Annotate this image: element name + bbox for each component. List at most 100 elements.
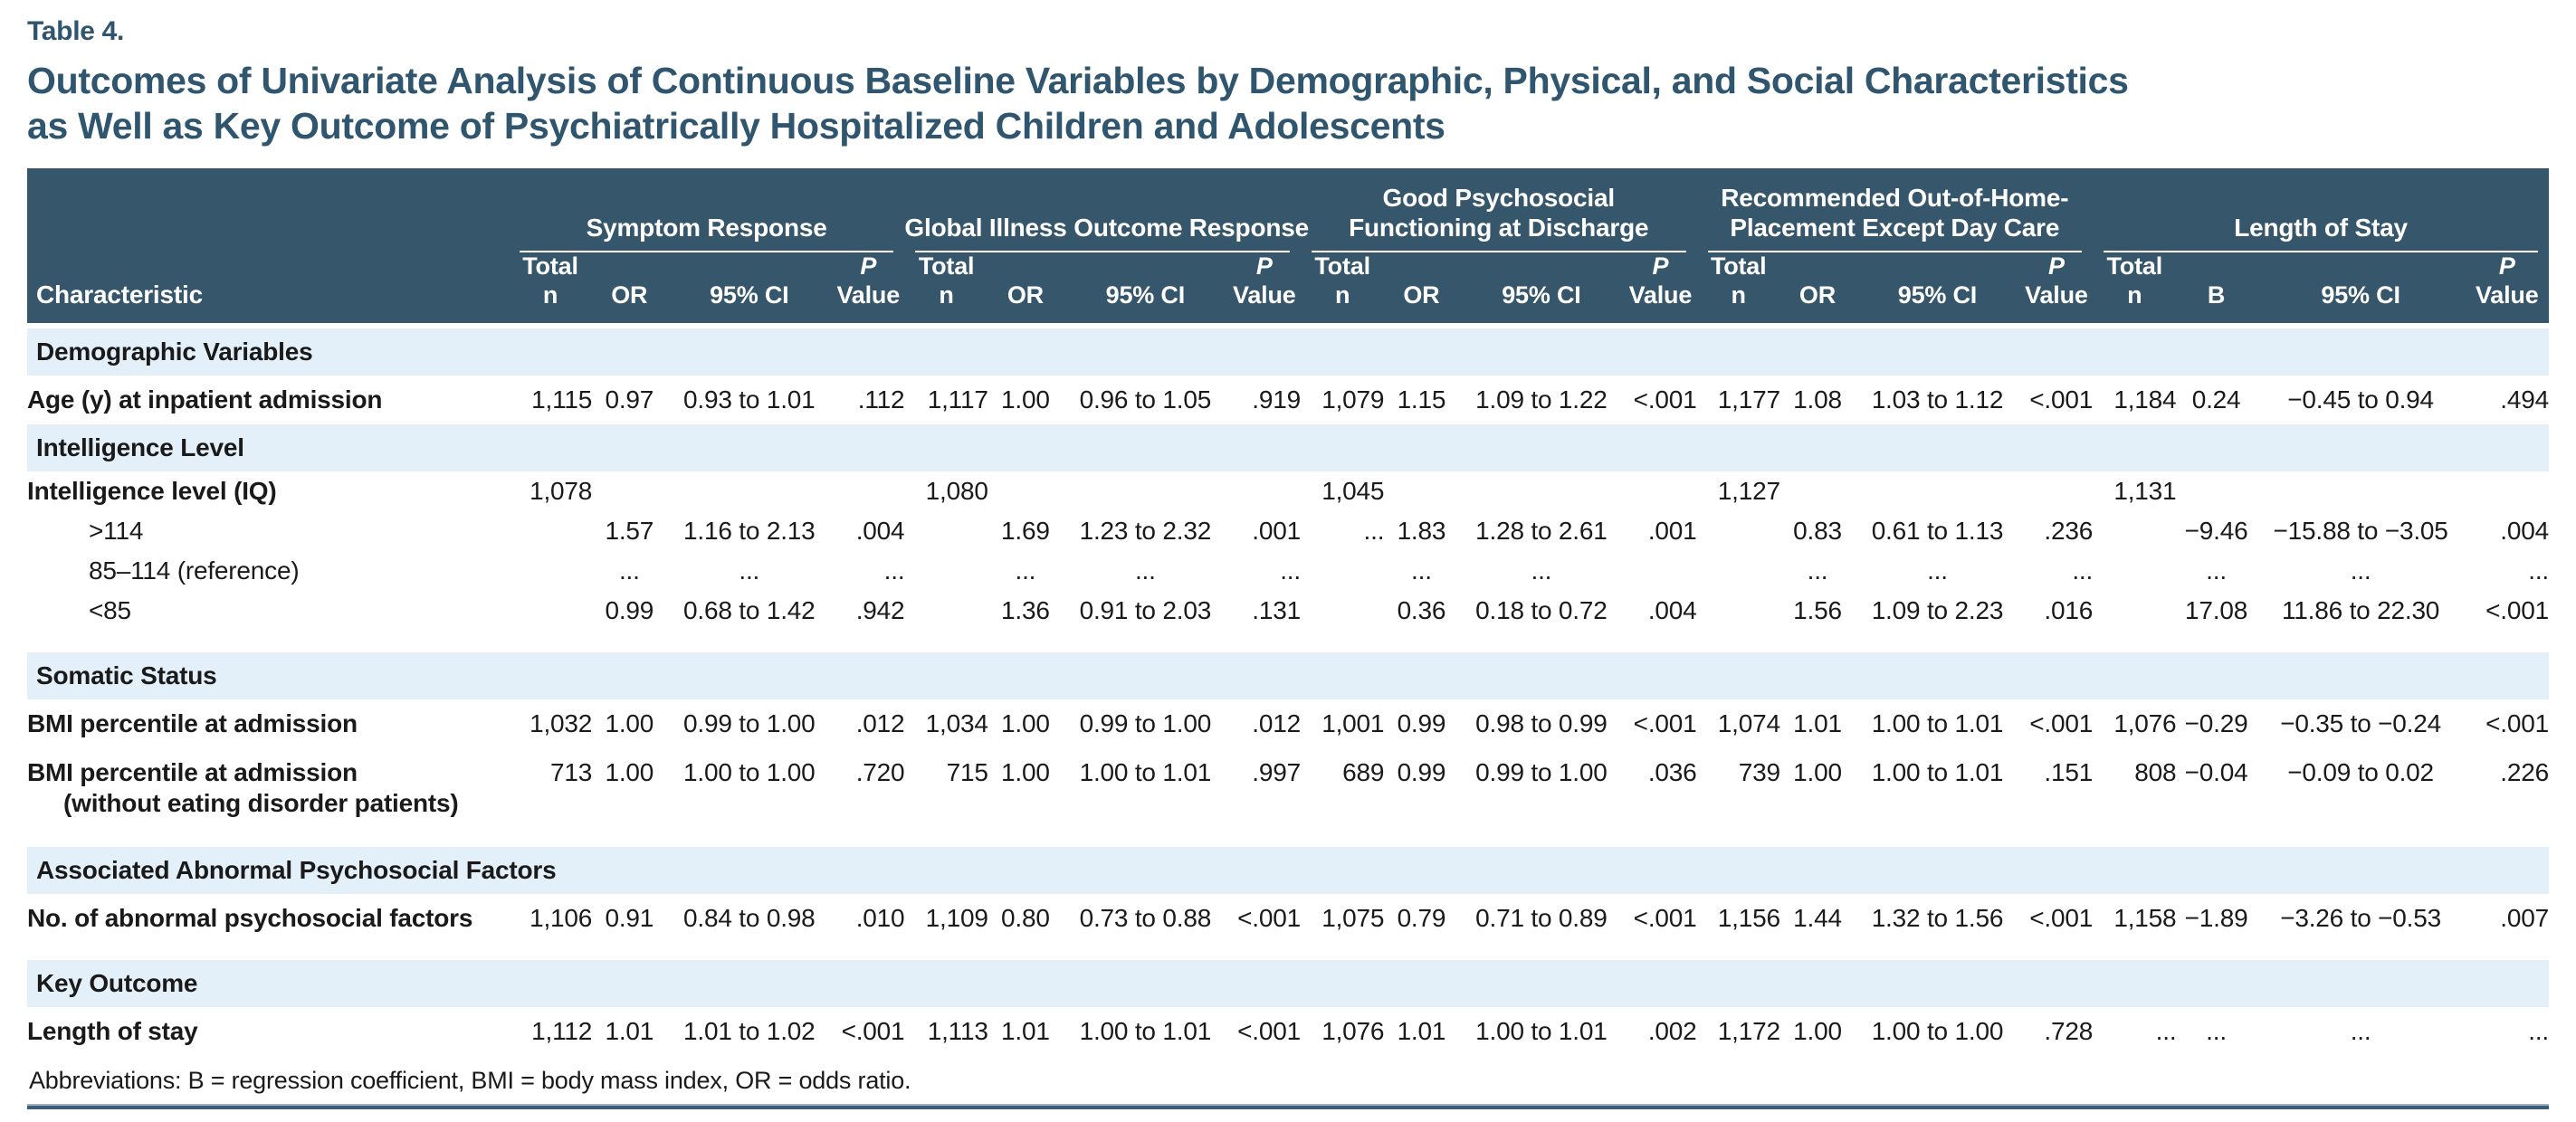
cell	[2093, 591, 2176, 652]
cell: 1,115	[531, 385, 593, 414]
cell: 0.68 to 1.42	[683, 596, 816, 624]
row-label-text: BMI percentile at admission	[27, 709, 358, 737]
cell: ...	[883, 556, 905, 585]
subcolumn-bottom: 95% CI	[1105, 281, 1186, 309]
row-label-text: >114	[89, 517, 144, 545]
subcolumn-bottom: OR	[1007, 281, 1044, 309]
cell	[2093, 511, 2176, 551]
cell: 1.00	[605, 758, 654, 786]
table-row: BMI percentile at admission 1,032 1.00 0.99…	[27, 699, 2549, 748]
subcolumn-bottom: n	[939, 281, 954, 309]
cell: <.001	[1633, 904, 1697, 932]
cell	[1624, 471, 1696, 511]
cell	[2176, 471, 2256, 511]
cell	[592, 471, 666, 511]
cell: 0.99 to 1.00	[1079, 709, 1212, 737]
cell: .016	[2044, 596, 2094, 624]
group-label-line2: Symptom Response	[586, 214, 827, 242]
cell: 1.01	[1001, 1017, 1050, 1045]
cell: 1.00 to 1.00	[1871, 1017, 2004, 1045]
cell: <.001	[1237, 904, 1301, 932]
cell: −0.35 to −0.24	[2280, 709, 2441, 737]
cell: .226	[2500, 758, 2549, 786]
cell: 0.24	[2191, 385, 2241, 414]
cell: 1,001	[1321, 709, 1385, 737]
row-label: 85–114 (reference)	[27, 551, 509, 591]
cell: 0.99 to 1.00	[683, 709, 816, 737]
cell	[1301, 591, 1384, 652]
subcolumn-header: 95% CI	[1458, 252, 1625, 326]
cell: 0.61 to 1.13	[1871, 517, 2004, 545]
cell: 0.36	[1397, 596, 1446, 624]
cell: 1.15	[1397, 385, 1446, 414]
subcolumn-top: P	[1652, 252, 1669, 280]
bottom-rule-dark	[27, 1106, 2549, 1109]
page-title: Outcomes of Univariate Analysis of Conti…	[27, 58, 2549, 148]
cell: ...	[1134, 556, 1156, 585]
table-row: <85 0.99 0.68 to 1.42 .942 1.36 0.91 to 2.03.…	[27, 591, 2549, 652]
subcolumn-header: P Value	[1624, 252, 1697, 326]
table-row: No. of abnormal psychosocial factors 1,10…	[27, 894, 2549, 960]
section-row: Demographic Variables	[27, 323, 2549, 376]
cell	[1228, 471, 1301, 511]
cell: 715	[946, 758, 988, 786]
cell: 0.91 to 2.03	[1079, 596, 1212, 624]
bottom-rule-light	[27, 1104, 2549, 1106]
cell: 0.93 to 1.01	[683, 385, 816, 414]
cell: 1.00 to 1.01	[1871, 758, 2004, 786]
cell	[1855, 471, 2020, 511]
subcolumn-header: OR	[1384, 252, 1459, 326]
group-label-line2: Placement Except Day Care	[1730, 214, 2060, 242]
subcolumn-header: B	[2176, 252, 2256, 326]
cell: 1.00	[1793, 758, 1842, 786]
cell: 1.36	[1001, 596, 1050, 624]
cell: <.001	[1633, 385, 1697, 414]
cell	[509, 511, 592, 551]
cell: ...	[618, 556, 640, 585]
row-label-line2: (without eating disorder patients)	[63, 789, 459, 817]
cell: 1.08	[1793, 385, 1842, 414]
cell: 0.99	[1397, 758, 1446, 786]
cell	[666, 471, 832, 511]
cell: ...	[2350, 556, 2371, 585]
cell: 1.16 to 2.13	[683, 517, 816, 545]
cell: 0.97	[605, 385, 654, 414]
cell: .001	[1647, 517, 1697, 545]
cell: 1.00	[1793, 1017, 1842, 1045]
cell: .236	[2044, 517, 2094, 545]
cell: 1,076	[2113, 709, 2177, 737]
cell: 1.00 to 1.01	[1079, 1017, 1212, 1045]
subcolumn-header: 95% CI	[2256, 252, 2466, 326]
cell: 0.73 to 0.88	[1079, 904, 1212, 932]
subcolumn-top: P	[2048, 252, 2065, 280]
section-row: Somatic Status	[27, 652, 2549, 699]
table-header: Characteristic Symptom Response Global Ill…	[27, 168, 2549, 326]
cell: .494	[2500, 385, 2549, 414]
subcolumn-bottom: 95% CI	[1502, 281, 1581, 309]
group-header-row: Characteristic Symptom Response Global Ill…	[27, 168, 2549, 326]
cell	[1697, 551, 1780, 591]
cell: .004	[1647, 596, 1697, 624]
cell: 1,045	[1321, 477, 1385, 505]
cell: ...	[2350, 1017, 2371, 1045]
row-label: Age (y) at inpatient admission	[27, 376, 509, 424]
cell	[832, 471, 904, 511]
subcolumn-header: P Value	[2465, 252, 2549, 326]
cell	[904, 511, 987, 551]
subcolumn-header: OR	[592, 252, 667, 326]
cell: 0.91	[605, 904, 654, 932]
cell: 11.86 to 22.30	[2282, 596, 2440, 624]
cell: 1,074	[1717, 709, 1780, 737]
cell: ...	[1411, 556, 1432, 585]
subcolumn-header: 95% CI	[666, 252, 833, 326]
group-underline	[915, 251, 1290, 252]
cell	[1780, 471, 1855, 511]
cell: 1.00 to 1.01	[1871, 709, 2004, 737]
subcolumn-header: 95% CI	[1063, 252, 1228, 326]
cell: <.001	[2029, 904, 2094, 932]
row-label-text: No. of abnormal psychosocial factors	[27, 904, 473, 932]
cell: 1.01	[1793, 709, 1842, 737]
cell	[1301, 551, 1384, 591]
cell: 1.03 to 1.12	[1871, 385, 2004, 414]
subcolumn-header: Total n	[1300, 252, 1385, 326]
